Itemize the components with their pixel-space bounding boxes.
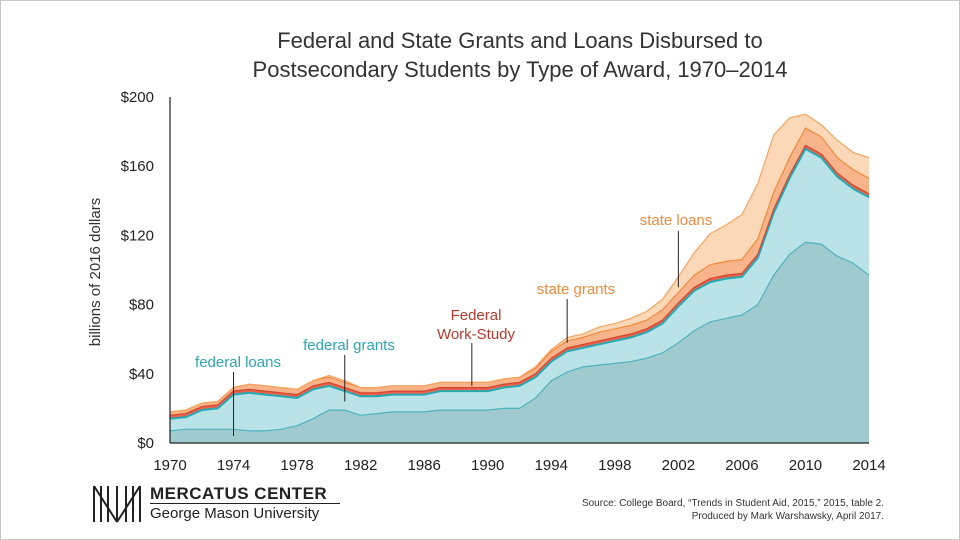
annotation-federal-loans: federal loans: [195, 354, 281, 437]
annotation-label: Work-Study: [437, 326, 516, 343]
x-tick-label: 1998: [598, 457, 631, 474]
logo-name: MERCATUS CENTER: [150, 484, 328, 503]
area-federal-loans: [170, 242, 869, 443]
y-tick-label: $120: [121, 227, 154, 244]
annotation-label: Federal: [451, 307, 502, 324]
line-federal-grants: [169, 147, 870, 420]
logo-divider: [150, 503, 340, 504]
chart-title: Federal and State Grants and Loans Disbu…: [120, 26, 920, 84]
area-federal-work-study: [170, 145, 869, 419]
axes: [169, 97, 869, 444]
logo-university: George Mason University: [150, 505, 320, 522]
x-tick-label: 1994: [535, 457, 568, 474]
source-note: Source: College Board, “Trends in Studen…: [582, 497, 884, 523]
line-federal-loans: [169, 241, 870, 432]
area-federal-grants: [170, 148, 869, 431]
x-tick-label: 1986: [407, 457, 440, 474]
x-tick-label: 2006: [725, 457, 758, 474]
y-tick-label: $200: [121, 89, 154, 106]
annotation-federal-grants: federal grants: [303, 337, 395, 402]
y-tick-label: $80: [129, 297, 154, 314]
source-line-1: Source: College Board, “Trends in Studen…: [581, 498, 884, 509]
y-tick-label: $40: [129, 366, 154, 383]
line-federal-work-study: [169, 144, 870, 416]
chart-title-line-2: Postsecondary Students by Type of Award,…: [252, 57, 788, 82]
x-tick-label: 1974: [217, 457, 250, 474]
x-tick-label: 1990: [471, 457, 504, 474]
annotation-state-grants: state grants: [537, 281, 615, 343]
x-tick-label: 1978: [280, 457, 313, 474]
annotation-state-loans: state loans: [640, 212, 713, 288]
annotation-label: federal grants: [303, 337, 395, 354]
x-tick-label: 2014: [852, 457, 885, 474]
source-line-2: Produced by Mark Warshawsky, April 2017.: [691, 511, 884, 522]
x-tick-label: 2002: [662, 457, 695, 474]
annotation-label: state grants: [537, 281, 615, 298]
tick-labels: 1970 1974 1978 1982 1986 1990 1994 1998 2002 2006…: [121, 89, 886, 474]
annotation-federal-work-study: Federal Work-Study: [437, 307, 516, 386]
chart-title-line-1: Federal and State Grants and Loans Disbu…: [277, 28, 763, 53]
annotation-label: federal loans: [195, 354, 281, 371]
area-layers: [169, 113, 870, 443]
y-tick-label: $160: [121, 158, 154, 175]
line-state-loans: [169, 113, 870, 413]
y-tick-label: $0: [137, 435, 154, 452]
annotation-label: state loans: [640, 212, 713, 229]
x-tick-label: 2010: [789, 457, 822, 474]
annotations: federal loans federal grants Federal Work-S…: [195, 212, 713, 437]
mercatus-logo-icon: [92, 484, 142, 524]
x-tick-label: 1982: [344, 457, 377, 474]
x-tick-label: 1970: [153, 457, 186, 474]
y-axis-label: billions of 2016 dollars: [87, 198, 104, 346]
stacked-area-chart: 1970 1974 1978 1982 1986 1990 1994 1998 2002 2006…: [87, 89, 886, 474]
